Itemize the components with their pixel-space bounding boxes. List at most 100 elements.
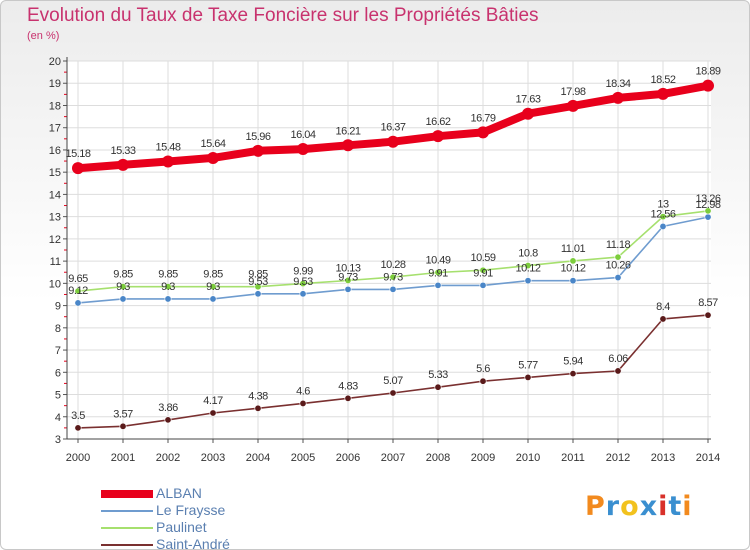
data-label-saint-andre: 5.33 (428, 369, 448, 381)
data-label-le-fraysse: 9.3 (116, 281, 130, 293)
y-tick-label: 13 (49, 212, 61, 224)
data-point-paulinet (569, 257, 577, 265)
data-point-le-fraysse (614, 274, 622, 282)
y-tick-label: 15 (49, 167, 61, 179)
data-label-paulinet: 10.8 (518, 248, 538, 260)
chart-unit-label: (en %) (27, 30, 60, 42)
x-tick-label: 2001 (111, 452, 135, 464)
data-point-saint-andre (389, 389, 397, 397)
data-label-alban: 17.98 (560, 86, 585, 98)
data-point-alban (252, 144, 264, 157)
data-label-alban: 16.37 (380, 122, 405, 134)
data-point-alban (342, 139, 354, 152)
data-point-alban (477, 126, 489, 139)
data-point-le-fraysse (209, 295, 217, 303)
x-tick-label: 2000 (66, 452, 90, 464)
legend-swatch-paulinet (101, 527, 153, 529)
x-tick-label: 2004 (246, 452, 270, 464)
y-tick-label: 11 (50, 256, 61, 268)
x-tick-label: 2012 (606, 452, 630, 464)
data-label-le-fraysse: 9.3 (206, 281, 220, 293)
data-label-le-fraysse: 12.98 (695, 199, 720, 211)
data-point-le-fraysse (389, 285, 397, 293)
data-label-paulinet: 10.59 (470, 252, 495, 264)
data-point-saint-andre (569, 370, 577, 378)
data-point-saint-andre (209, 409, 217, 417)
y-tick-label: 9 (55, 301, 61, 313)
data-point-paulinet (704, 207, 712, 215)
data-label-le-fraysse: 9.91 (428, 267, 448, 279)
x-tick-label: 2003 (201, 452, 225, 464)
data-point-le-fraysse (344, 285, 352, 293)
logo-letter: o (620, 491, 640, 522)
data-label-paulinet: 11.18 (606, 239, 631, 251)
y-tick-label: 6 (55, 367, 61, 379)
data-label-alban: 16.79 (470, 112, 495, 124)
data-point-alban (612, 91, 624, 104)
x-tick-label: 2008 (426, 452, 450, 464)
data-point-le-fraysse (659, 222, 667, 230)
data-label-paulinet: 9.85 (248, 269, 268, 281)
data-point-saint-andre (614, 367, 622, 375)
data-point-le-fraysse (479, 281, 487, 289)
data-label-paulinet: 13.26 (695, 193, 720, 205)
data-label-le-fraysse: 9.73 (338, 271, 358, 283)
data-label-saint-andre: 4.6 (296, 385, 310, 397)
y-tick-label: 18 (49, 100, 61, 112)
y-tick-label: 14 (49, 189, 61, 201)
y-tick-label: 8 (55, 323, 61, 335)
data-point-le-fraysse (254, 290, 262, 298)
x-tick-label: 2006 (336, 452, 360, 464)
data-point-saint-andre (299, 399, 307, 407)
data-label-paulinet: 9.85 (203, 269, 223, 281)
data-point-saint-andre (479, 377, 487, 385)
data-point-paulinet (659, 213, 667, 221)
x-tick-label: 2014 (696, 452, 720, 464)
data-point-paulinet (479, 266, 487, 274)
data-label-saint-andre: 4.38 (248, 390, 268, 402)
data-point-saint-andre (119, 422, 127, 430)
data-label-le-fraysse: 9.91 (473, 267, 493, 279)
data-label-paulinet: 10.13 (335, 262, 360, 274)
logo-letter: t (668, 491, 683, 522)
x-tick-label: 2013 (651, 452, 675, 464)
y-tick-label: 4 (55, 412, 61, 424)
data-label-alban: 16.62 (425, 116, 450, 128)
data-label-le-fraysse: 10.12 (515, 263, 540, 275)
data-point-alban (522, 107, 534, 120)
data-label-paulinet: 13 (657, 199, 669, 211)
data-point-paulinet (524, 262, 532, 270)
data-label-alban: 15.33 (110, 145, 135, 157)
data-point-saint-andre (659, 315, 667, 323)
data-point-paulinet (209, 283, 217, 291)
data-label-alban: 18.34 (605, 78, 630, 90)
data-label-le-fraysse: 9.12 (68, 285, 88, 297)
data-point-paulinet (74, 287, 82, 295)
data-label-paulinet: 9.99 (293, 266, 313, 278)
legend-label-le-fraysse: Le Fraysse (156, 502, 226, 518)
data-point-le-fraysse (524, 277, 532, 285)
data-label-saint-andre: 4.17 (203, 395, 223, 407)
data-label-saint-andre: 8.57 (698, 297, 718, 309)
data-point-alban (567, 99, 579, 112)
data-point-saint-andre (524, 373, 532, 381)
data-label-alban: 15.18 (65, 148, 90, 160)
legend-label-saint-andre: Saint-André (156, 536, 230, 550)
data-point-alban (297, 143, 309, 156)
data-point-paulinet (119, 283, 127, 291)
y-tick-label: 12 (49, 234, 61, 246)
data-label-saint-andre: 3.5 (71, 410, 85, 422)
legend-swatch-saint-andre (101, 544, 153, 546)
data-label-le-fraysse: 9.73 (383, 271, 403, 283)
data-point-paulinet (344, 276, 352, 284)
data-label-paulinet: 9.85 (113, 269, 133, 281)
legend-swatch-le-fraysse (101, 510, 153, 512)
logo-letter: x (639, 491, 659, 522)
legend-label-alban: ALBAN (156, 485, 202, 501)
data-point-le-fraysse (119, 295, 127, 303)
data-label-saint-andre: 6.06 (608, 353, 628, 365)
data-label-paulinet: 9.85 (158, 269, 178, 281)
logo-letter: P (585, 491, 606, 522)
y-tick-label: 5 (55, 390, 61, 402)
